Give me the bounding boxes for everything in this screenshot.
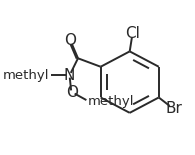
Text: Cl: Cl xyxy=(125,26,140,41)
Text: Br: Br xyxy=(165,102,182,117)
Text: O: O xyxy=(66,85,78,100)
Text: O: O xyxy=(64,33,76,48)
Text: methyl: methyl xyxy=(88,95,135,108)
Text: N: N xyxy=(63,68,74,83)
Text: methyl: methyl xyxy=(3,69,50,82)
